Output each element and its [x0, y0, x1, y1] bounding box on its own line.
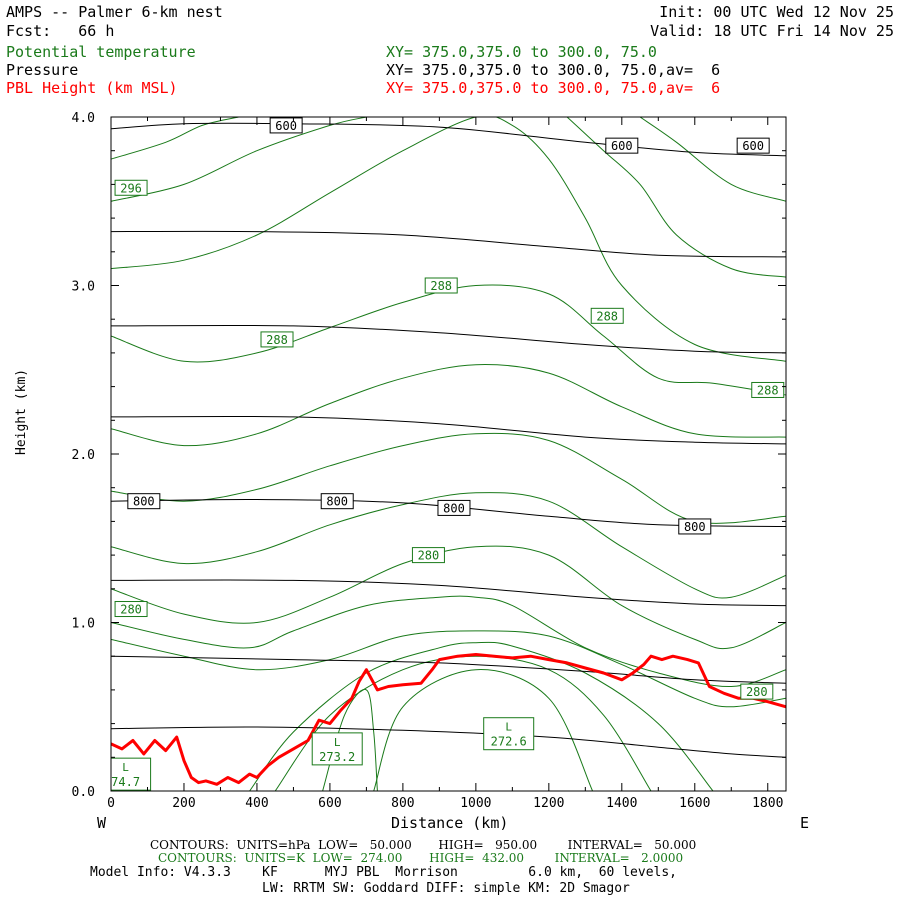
pressure-label-0-box [269, 117, 303, 134]
pressure-isobar-5 [111, 579, 786, 607]
field-theta-name: Potential temperature [6, 43, 196, 61]
x-tick-label-2: 400 [245, 796, 268, 811]
theta-isentrope-5 [111, 117, 239, 160]
theta-minimum-L-1: L [505, 721, 512, 734]
pressure-label-2: 600 [742, 139, 764, 153]
x-tick-label-6: 1200 [533, 796, 564, 811]
pressure-label-1-box [605, 137, 639, 154]
field-pbl-xy: XY= 375.0,375.0 to 300.0, 75.0,av= 6 [386, 79, 721, 97]
x-tick-label-1: 200 [172, 796, 195, 811]
pressure-isobar-1 [111, 230, 786, 258]
theta-isentrope-11 [111, 630, 786, 708]
chart-title: AMPS -- Palmer 6-km nest [6, 3, 223, 21]
pressure-isobar-3 [111, 415, 786, 445]
y-tick-label-1: 1.0 [72, 617, 95, 632]
x-tick-label-0: 0 [107, 796, 115, 811]
theta-label-0: 296 [120, 181, 142, 195]
y-tick-label-0: 0.0 [72, 785, 95, 800]
pressure-label-1: 600 [611, 139, 633, 153]
theta-label-5-box [114, 601, 148, 618]
pressure-isobar-0 [111, 122, 786, 157]
pressure-label-5: 800 [443, 501, 465, 515]
theta-label-1: 288 [266, 333, 288, 347]
theta-minimum-value-2: 74.7 [111, 775, 140, 789]
footer-model-info: Model Info: V4.3.3 KF MYJ PBL Morrison 6… [90, 865, 677, 880]
theta-label-3: 288 [596, 309, 618, 323]
theta-isentrope-3 [111, 117, 786, 362]
x-tick-label-5: 1000 [460, 796, 491, 811]
theta-label-5: 280 [120, 603, 142, 617]
theta-minimum-L-2: L [122, 761, 129, 774]
theta-isentrope-0 [111, 432, 786, 524]
pressure-label-2-box [736, 137, 770, 154]
pressure-isobar-2 [111, 324, 786, 354]
theta-isentrope-2 [111, 284, 786, 396]
x-tick-label-9: 1800 [752, 796, 783, 811]
y-tick-label-2: 2.0 [72, 448, 95, 463]
pressure-isobar-7 [111, 726, 786, 758]
theta-label-4: 288 [757, 383, 779, 397]
theta-label-1-box [260, 331, 294, 348]
y-axis-label: Height (km) [14, 368, 29, 455]
footer-physics-info: LW: RRTM SW: Goddard DIFF: simple KM: 2D… [262, 881, 630, 896]
theta-isentrope-13 [274, 655, 652, 791]
theta-isentrope-8 [111, 492, 786, 599]
theta-isentrope-7 [639, 117, 786, 202]
theta-label-4-box [751, 381, 785, 398]
theta-isentrope-6 [566, 117, 786, 278]
theta-minimum-value-0: 273.2 [319, 750, 355, 764]
theta-isentrope-9 [111, 545, 786, 650]
theta-isentrope-4 [111, 117, 367, 202]
theta-minimum-box-2 [111, 757, 152, 791]
theta-isentrope-1 [111, 364, 786, 447]
x-tick-label-7: 1400 [606, 796, 637, 811]
theta-label-2-box [424, 277, 458, 294]
pressure-label-5-box [437, 499, 471, 516]
pressure-label-4-box [320, 493, 354, 510]
east-label: E [800, 814, 810, 832]
pressure-label-6: 800 [684, 520, 706, 534]
theta-label-3-box [590, 307, 624, 324]
y-tick-label-3: 3.0 [72, 280, 95, 295]
footer-theta-contours: CONTOURS: UNITS=K LOW= 274.00 HIGH= 432.… [158, 851, 684, 865]
theta-label-2: 288 [430, 279, 452, 293]
field-theta-xy: XY= 375.0,375.0 to 300.0, 75.0 [386, 43, 657, 61]
pressure-label-3: 800 [133, 495, 155, 509]
theta-label-6-box [411, 547, 445, 564]
west-label: W [97, 814, 107, 832]
footer-pressure-contours: CONTOURS: UNITS=hPa LOW= 50.000 HIGH= 95… [150, 838, 697, 852]
pbl-height-line [111, 653, 786, 786]
theta-label-7-box [740, 683, 774, 700]
valid-time: Valid: 18 UTC Fri 14 Nov 25 [650, 22, 894, 40]
field-pressure-xy: XY= 375.0,375.0 to 300.0, 75.0,av= 6 [386, 61, 721, 79]
theta-minimum-box-0 [311, 732, 363, 766]
pressure-label-6-box [678, 518, 712, 535]
x-axis-label: Distance (km) [391, 814, 509, 832]
theta-label-7: 280 [746, 685, 768, 699]
pressure-label-0: 600 [275, 119, 297, 133]
pressure-isobar-6 [111, 655, 786, 684]
theta-label-0-box [114, 179, 148, 196]
theta-isentrope-12 [249, 641, 714, 791]
plot-frame [110, 116, 787, 792]
init-time: Init: 00 UTC Wed 12 Nov 25 [659, 3, 894, 21]
y-tick-label-4: 4.0 [72, 111, 95, 126]
field-pressure-name: Pressure [6, 61, 79, 79]
x-tick-label-3: 600 [318, 796, 341, 811]
theta-minimum-L-0: L [334, 736, 341, 749]
theta-isentrope-10 [111, 595, 786, 688]
pressure-label-4: 800 [326, 495, 348, 509]
x-tick-label-8: 1600 [679, 796, 710, 811]
forecast-hour: Fcst: 66 h [6, 22, 115, 40]
theta-label-6: 280 [418, 549, 440, 563]
theta-minimum-box-1 [483, 717, 535, 751]
x-tick-label-4: 800 [391, 796, 414, 811]
field-pbl-name: PBL Height (km MSL) [6, 79, 178, 97]
theta-minimum-value-1: 272.6 [491, 735, 527, 749]
pressure-label-3-box [127, 493, 161, 510]
